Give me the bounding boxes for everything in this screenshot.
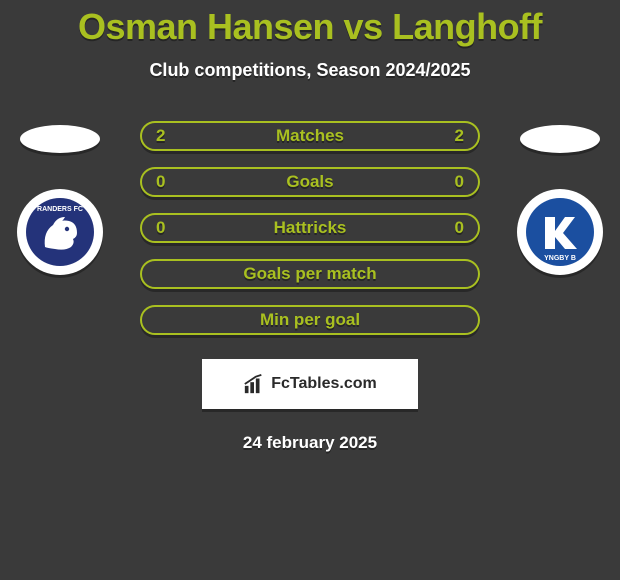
stat-label: Min per goal <box>260 310 360 330</box>
attribution-text: FcTables.com <box>271 375 377 393</box>
page-title: Osman Hansen vs Langhoff <box>78 6 542 48</box>
date-label: 24 february 2025 <box>243 433 377 453</box>
right-player-photo-placeholder <box>520 125 600 153</box>
stat-left-value: 0 <box>156 218 165 238</box>
stat-label: Goals <box>286 172 333 192</box>
stat-right-value: 0 <box>455 218 464 238</box>
right-club-badge: YNGBY B <box>517 189 603 275</box>
stat-row: Min per goal <box>140 305 480 335</box>
stats-column: 2 Matches 2 0 Goals 0 0 Hattricks 0 Goal… <box>120 121 500 453</box>
svg-text:RANDERS FC: RANDERS FC <box>37 206 83 213</box>
left-club-badge: RANDERS FC <box>17 189 103 275</box>
stat-left-value: 2 <box>156 126 165 146</box>
bar-chart-icon <box>243 373 265 395</box>
stat-left-value: 0 <box>156 172 165 192</box>
attribution-box: FcTables.com <box>202 359 418 409</box>
stat-row: 0 Goals 0 <box>140 167 480 197</box>
randers-fc-icon: RANDERS FC <box>25 197 95 267</box>
stat-label: Hattricks <box>274 218 347 238</box>
lyngby-bk-icon: YNGBY B <box>525 197 595 267</box>
stat-row: 2 Matches 2 <box>140 121 480 151</box>
comparison-card: Osman Hansen vs Langhoff Club competitio… <box>0 0 620 580</box>
right-player-column: YNGBY B <box>500 121 620 275</box>
stat-label: Goals per match <box>243 264 376 284</box>
stat-row: Goals per match <box>140 259 480 289</box>
left-player-photo-placeholder <box>20 125 100 153</box>
stat-label: Matches <box>276 126 344 146</box>
stat-right-value: 0 <box>455 172 464 192</box>
stat-row: 0 Hattricks 0 <box>140 213 480 243</box>
stat-right-value: 2 <box>455 126 464 146</box>
main-row: RANDERS FC 2 Matches 2 0 Goals 0 0 Hattr… <box>0 121 620 453</box>
svg-text:YNGBY B: YNGBY B <box>544 255 576 262</box>
page-subtitle: Club competitions, Season 2024/2025 <box>149 60 470 81</box>
left-player-column: RANDERS FC <box>0 121 120 275</box>
